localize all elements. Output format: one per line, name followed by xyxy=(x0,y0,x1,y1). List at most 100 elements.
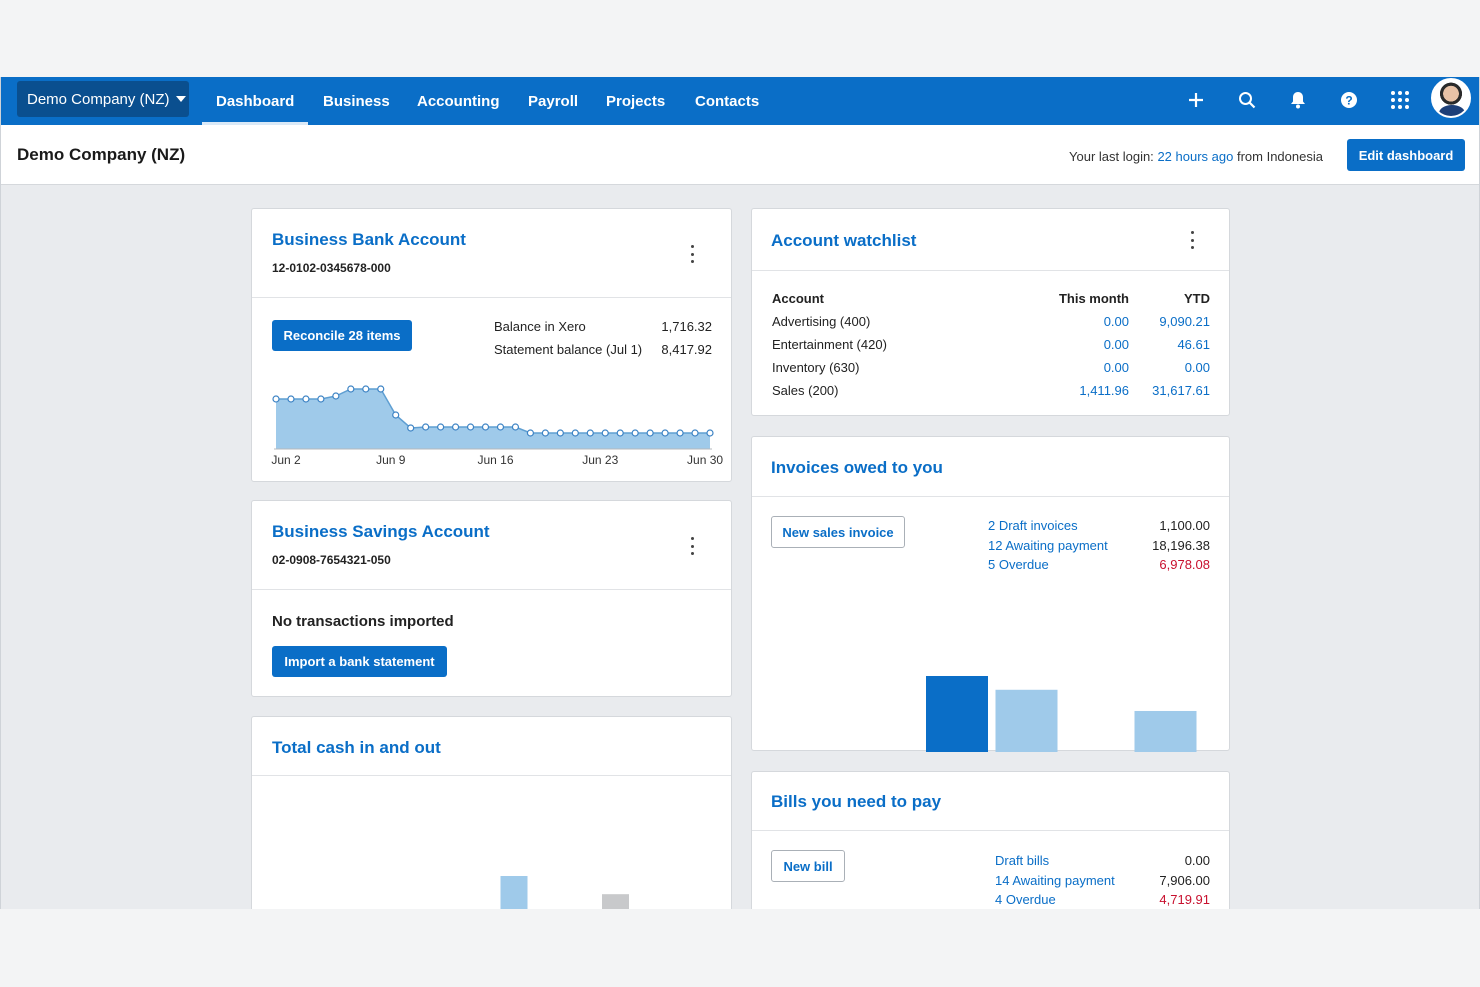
last-login-text: Your last login: 22 hours ago from Indon… xyxy=(1069,149,1323,164)
invoices-title[interactable]: Invoices owed to you xyxy=(771,458,943,477)
bank-chart-tick: Jun 2 xyxy=(271,453,301,467)
balance-point xyxy=(511,423,520,431)
reconcile-button[interactable]: Reconcile 28 items xyxy=(272,320,412,351)
watchlist-month-value[interactable]: 0.00 xyxy=(1103,337,1129,352)
watchlist-ytd-value[interactable]: 46.61 xyxy=(1177,337,1210,352)
balance-point xyxy=(466,423,475,431)
divider xyxy=(252,589,731,590)
awaiting-bills-link[interactable]: 14 Awaiting payment xyxy=(995,873,1115,888)
balance-point xyxy=(347,385,355,393)
bank-balance-chart xyxy=(272,385,714,450)
bank-chart-tick: Jun 9 xyxy=(376,453,406,467)
balance-point xyxy=(451,423,460,431)
balance-point xyxy=(437,423,445,431)
more-options-icon[interactable] xyxy=(686,245,698,263)
watchlist-month-value[interactable]: 0.00 xyxy=(1103,314,1129,329)
svg-text:?: ? xyxy=(1345,94,1352,108)
org-switcher[interactable]: Demo Company (NZ) xyxy=(17,81,189,117)
draft-bills-value: 0.00 xyxy=(1184,853,1210,868)
watchlist-ytd-value[interactable]: 31,617.61 xyxy=(1152,383,1210,398)
watchlist-account: Inventory (630) xyxy=(772,360,860,375)
invoice-bar xyxy=(995,689,1058,752)
watchlist-month-value[interactable]: 1,411.96 xyxy=(1079,383,1129,398)
top-nav: Demo Company (NZ) Dashboard Business Acc… xyxy=(1,77,1479,125)
awaiting-invoices-link[interactable]: 12 Awaiting payment xyxy=(988,538,1108,553)
new-sales-invoice-button[interactable]: New sales invoice xyxy=(771,516,905,548)
plus-icon[interactable] xyxy=(1181,85,1211,115)
watchlist-ytd-value[interactable]: 9,090.21 xyxy=(1159,314,1210,329)
watchlist-header-month: This month xyxy=(1058,291,1129,306)
awaiting-invoices-value: 18,196.38 xyxy=(1152,538,1210,553)
statement-balance-value: 8,417.92 xyxy=(661,342,712,357)
caret-down-icon xyxy=(175,96,186,102)
apps-grid-icon[interactable] xyxy=(1385,85,1415,115)
balance-point xyxy=(481,423,490,431)
last-login-link[interactable]: 22 hours ago xyxy=(1157,149,1234,164)
watchlist-title[interactable]: Account watchlist xyxy=(771,231,917,250)
balance-point xyxy=(362,385,370,393)
bills-card: Bills you need to pay New bill Draft bil… xyxy=(751,771,1230,909)
help-icon[interactable]: ? xyxy=(1334,85,1364,115)
last-login-prefix: Your last login: xyxy=(1069,149,1154,164)
balance-point xyxy=(526,429,535,437)
balance-area xyxy=(276,389,710,449)
balance-xero-label: Balance in Xero xyxy=(494,319,586,334)
more-options-icon[interactable] xyxy=(1186,231,1198,249)
page-header: Demo Company (NZ) Your last login: 22 ho… xyxy=(1,125,1479,185)
bank-account-number: 12-0102-0345678-000 xyxy=(272,261,391,275)
draft-bills-link[interactable]: Draft bills xyxy=(995,853,1050,868)
new-bill-button[interactable]: New bill xyxy=(771,850,845,882)
nav-accounting[interactable]: Accounting xyxy=(417,92,500,110)
divider xyxy=(252,297,731,298)
divider xyxy=(252,775,731,776)
draft-invoices-link[interactable]: 2 Draft invoices xyxy=(988,518,1078,533)
cash-in-out-title[interactable]: Total cash in and out xyxy=(272,738,441,757)
balance-point xyxy=(272,395,280,403)
draft-invoices-value: 1,100.00 xyxy=(1159,518,1210,533)
watchlist-account: Sales (200) xyxy=(772,383,839,398)
import-statement-button[interactable]: Import a bank statement xyxy=(272,646,447,677)
nav-business[interactable]: Business xyxy=(323,92,390,110)
awaiting-bills-value: 7,906.00 xyxy=(1159,873,1210,888)
balance-point xyxy=(646,429,654,437)
overdue-bills-link[interactable]: 4 Overdue xyxy=(995,892,1056,907)
balance-point xyxy=(586,429,594,437)
cash-in-out-card: Total cash in and out xyxy=(251,716,732,909)
nav-payroll[interactable]: Payroll xyxy=(528,92,579,110)
overdue-invoices-link[interactable]: 5 Overdue xyxy=(988,557,1049,572)
user-avatar[interactable] xyxy=(1431,78,1471,118)
bills-title[interactable]: Bills you need to pay xyxy=(771,792,942,811)
search-icon[interactable] xyxy=(1232,85,1262,115)
balance-point xyxy=(616,429,624,437)
balance-point xyxy=(556,429,564,437)
balance-point xyxy=(661,429,669,437)
account-watchlist-card: Account watchlist Account This month YTD… xyxy=(751,208,1230,416)
divider xyxy=(752,270,1229,271)
more-options-icon[interactable] xyxy=(686,537,698,555)
page-title: Demo Company (NZ) xyxy=(17,145,186,164)
cash-in-bar xyxy=(500,876,528,909)
nav-contacts[interactable]: Contacts xyxy=(695,92,760,110)
cash-out-bar xyxy=(602,894,629,909)
edit-dashboard-button[interactable]: Edit dashboard xyxy=(1347,139,1465,171)
balance-point xyxy=(287,395,295,403)
watchlist-header-ytd: YTD xyxy=(1184,291,1210,306)
bell-icon[interactable] xyxy=(1283,85,1313,115)
bank-account-title[interactable]: Business Bank Account xyxy=(272,230,466,249)
watchlist-month-value[interactable]: 0.00 xyxy=(1103,360,1129,375)
savings-account-title[interactable]: Business Savings Account xyxy=(272,522,490,541)
balance-point xyxy=(691,429,699,437)
overdue-bills-value: 4,719.91 xyxy=(1159,892,1210,907)
watchlist-ytd-value[interactable]: 0.00 xyxy=(1184,360,1210,375)
invoice-aging-chart xyxy=(926,676,1197,752)
balance-point xyxy=(541,429,549,437)
invoice-bar xyxy=(1134,710,1197,752)
balance-point xyxy=(317,395,325,403)
nav-dashboard[interactable]: Dashboard xyxy=(201,77,309,125)
balance-point xyxy=(407,424,415,432)
balance-point xyxy=(676,429,684,437)
nav-projects[interactable]: Projects xyxy=(606,92,666,110)
bank-account-card: Business Bank Account 12-0102-0345678-00… xyxy=(251,208,732,482)
overdue-invoices-value: 6,978.08 xyxy=(1159,557,1210,572)
balance-point xyxy=(392,411,400,419)
